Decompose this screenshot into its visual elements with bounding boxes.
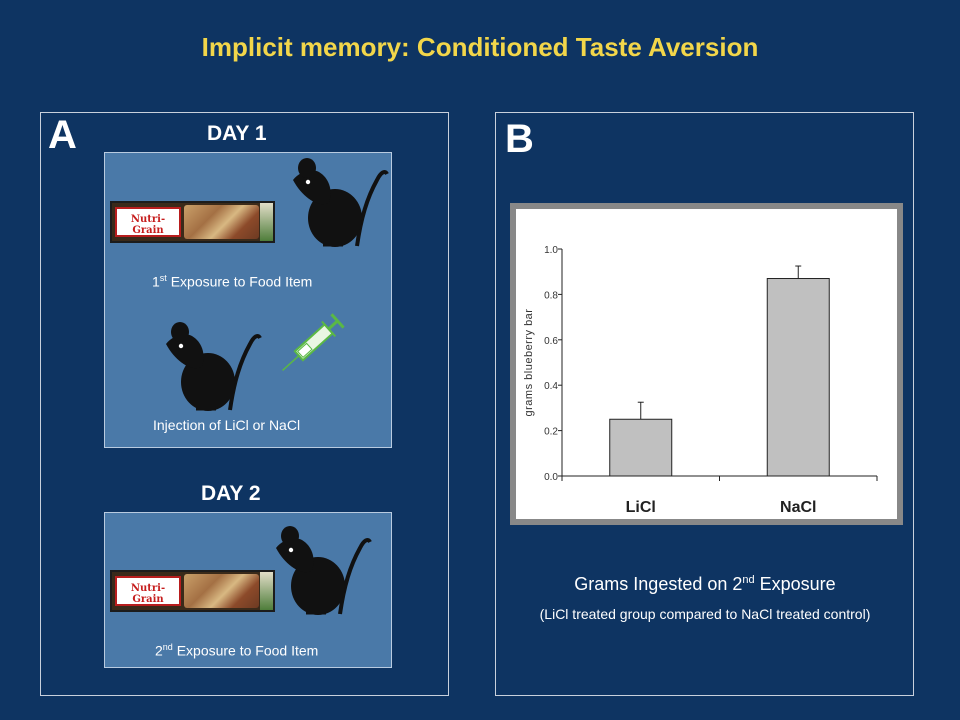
food-package-day2: Nutri-Grain	[110, 570, 275, 612]
food-package-day1: Nutri-Grain	[110, 201, 275, 243]
exposure-2-caption: 2nd Exposure to Food Item	[155, 642, 319, 659]
y-tick-label: 0.2	[544, 427, 558, 438]
y-tick-label: 1.0	[544, 245, 558, 256]
y-tick-label: 0.0	[544, 472, 558, 483]
brand-logo: Nutri-Grain	[130, 214, 166, 236]
bar-nacl	[766, 278, 830, 477]
bar-chart: 0.0 0.2 0.4 0.6 0.8 1.0 LiCl NaCl grams blueberr…	[523, 245, 878, 516]
chart-caption-main: Grams Ingested on 2nd Exposure	[574, 574, 836, 594]
mouse-icon	[276, 526, 372, 615]
mouse-icon	[166, 322, 262, 411]
mouse-icon	[293, 158, 389, 247]
chart-caption-sub: (LiCl treated group compared to NaCl tre…	[539, 606, 871, 622]
chart-area	[516, 209, 897, 519]
exposure-1-caption: 1st Exposure to Food Item	[152, 273, 313, 290]
y-axis-label: grams blueberry bar	[523, 309, 535, 417]
injection-caption: Injection of LiCl or NaCl	[153, 417, 301, 433]
panel-b	[495, 112, 914, 696]
day-1-label: DAY 1	[207, 122, 267, 145]
panel-b-letter: B	[505, 117, 534, 161]
panel-a-letter: A	[48, 113, 77, 157]
y-tick-label: 0.8	[544, 290, 558, 301]
brand-logo: Nutri-Grain	[130, 583, 166, 605]
y-tick-label: 0.4	[544, 381, 558, 392]
bar-licl	[609, 418, 673, 477]
x-tick-label: LiCl	[626, 499, 656, 516]
x-tick-label: NaCl	[780, 499, 816, 516]
panel-a	[40, 112, 449, 696]
syringe-icon	[282, 313, 345, 371]
page-title: Implicit memory: Conditioned Taste Avers…	[201, 32, 759, 62]
day-2-label: DAY 2	[201, 482, 261, 505]
y-tick-label: 0.6	[544, 336, 558, 347]
